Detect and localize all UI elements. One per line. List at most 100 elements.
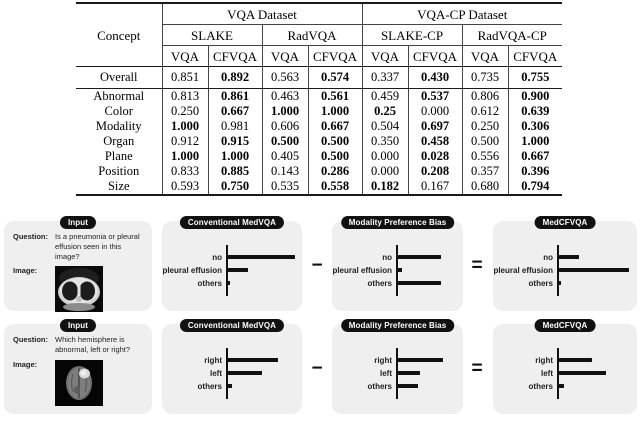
modality-preference-bias-panel: Modality Preference Bias right left others: [332, 319, 463, 414]
value-cell: 1.000: [207, 149, 262, 164]
value-cell: 0.250: [161, 104, 208, 119]
bar-labels: no pleural effusion others: [493, 245, 557, 296]
input-panel: Input Question: Which hemisphere is abno…: [4, 319, 152, 414]
bar-row: [559, 354, 637, 367]
value-cell: 0.208: [407, 164, 462, 179]
value-cell: 0.286: [307, 164, 362, 179]
input-panel: Input Question: Is a pneumonia or pleura…: [4, 216, 152, 313]
concept-cell: Overall: [76, 66, 162, 89]
value-cell: 0.500: [461, 134, 508, 149]
bar-row: [228, 277, 302, 290]
method-header: VQA: [261, 45, 308, 67]
value-cell: 0.000: [407, 104, 462, 119]
value-cell: 0.574: [307, 66, 362, 89]
value-cell: 0.535: [261, 179, 308, 195]
bar: [559, 268, 629, 272]
concept-cell: Color: [104, 104, 133, 119]
question-line: Question: Is a pneumonia or pleural effu…: [13, 232, 146, 261]
equals-operator: =: [471, 358, 483, 379]
value-cell: 0.750: [207, 179, 262, 195]
table-row: Modality 1.000 0.981 0.606 0.667 0.504 0.697 0.…: [76, 119, 562, 134]
bar-labels: right left others: [493, 348, 557, 399]
bar-chart: right left others: [493, 347, 637, 399]
bar-chart: right left others: [332, 347, 463, 399]
bar: [559, 358, 592, 362]
bar: [559, 371, 606, 375]
value-cell: 0.885: [207, 164, 262, 179]
value-cell: 0.250: [461, 119, 508, 134]
bar-chart: no pleural effusion others: [493, 244, 637, 296]
value-cell: 1.000: [261, 104, 308, 119]
bar-chart: no pleural effusion others: [162, 244, 302, 296]
question-text: Which hemisphere is abnormal, left or ri…: [55, 335, 131, 354]
bar: [228, 268, 248, 272]
bar-row: [398, 367, 463, 380]
value-cell: 0.639: [507, 104, 562, 119]
bar-label: right: [535, 355, 553, 365]
bar: [228, 281, 230, 285]
method-header: VQA: [161, 45, 208, 67]
bar-label: others: [197, 381, 222, 391]
brain-mri-image: [55, 359, 103, 406]
panel-badge: MedCFVQA: [534, 216, 596, 229]
bar-label: pleural effusion: [493, 265, 553, 275]
bar: [559, 255, 579, 259]
bar-row: [559, 264, 637, 277]
modality-preference-bias-panel: Modality Preference Bias no pleural effus…: [332, 216, 463, 311]
value-cell: 0.504: [361, 119, 408, 134]
bar-row: [398, 277, 463, 290]
method-header: VQA: [461, 45, 508, 67]
value-cell: 0.556: [461, 149, 508, 164]
bar: [398, 281, 441, 285]
empty-header-cell: [76, 3, 162, 25]
bar-label: left: [541, 368, 553, 378]
concept-header: Concept: [97, 27, 141, 43]
value-cell: 1.000: [161, 149, 208, 164]
medcfvqa-panel: MedCFVQA no pleural effusion others: [493, 216, 637, 311]
value-cell: 0.306: [507, 119, 562, 134]
group-header-row: VQA Dataset VQA-CP Dataset: [76, 3, 562, 25]
group-header-vqa: VQA Dataset: [161, 3, 362, 25]
question-line: Question: Which hemisphere is abnormal, …: [13, 335, 146, 355]
value-cell: 0.500: [261, 134, 308, 149]
bar: [228, 358, 278, 362]
value-cell: 0.000: [361, 164, 408, 179]
concept-cell: Organ: [103, 134, 135, 149]
table-row: Organ 0.912 0.915 0.500 0.500 0.350 0.458 0.500…: [76, 134, 562, 149]
value-cell: 0.537: [407, 88, 462, 104]
bar-row: [559, 367, 637, 380]
value-cell: 1.000: [507, 134, 562, 149]
value-cell: 0.755: [507, 66, 562, 89]
bar-label: right: [204, 355, 222, 365]
panel-badge: Conventional MedVQA: [179, 319, 285, 332]
bar-area: [226, 244, 302, 296]
value-cell: 0.912: [161, 134, 208, 149]
value-cell: 0.143: [261, 164, 308, 179]
bar-area: [396, 347, 463, 399]
value-cell: 0.396: [507, 164, 562, 179]
table-row: Abnormal 0.813 0.861 0.463 0.561 0.459 0.537 0.…: [76, 88, 562, 104]
bar-label: pleural effusion: [162, 265, 222, 275]
value-cell: 0.833: [161, 164, 208, 179]
value-cell: 1.000: [161, 119, 208, 134]
table-row: Size 0.593 0.750 0.535 0.558 0.182 0.167 0.680 0…: [76, 179, 562, 195]
group-header-vqacp: VQA-CP Dataset: [361, 3, 562, 25]
value-cell: 0.350: [361, 134, 408, 149]
dataset-header-row: Concept SLAKE RadVQA SLAKE-CP RadVQA-CP: [76, 24, 562, 46]
value-cell: 0.667: [307, 119, 362, 134]
image-line: Image:: [13, 266, 146, 313]
bar-row: [398, 264, 463, 277]
bar-label: left: [210, 368, 222, 378]
value-cell: 0.182: [361, 179, 408, 195]
bar-row: [559, 251, 637, 264]
input-badge: Input: [59, 216, 97, 229]
value-cell: 0.612: [461, 104, 508, 119]
bar-row: [228, 380, 302, 393]
value-cell: 0.697: [407, 119, 462, 134]
value-cell: 0.794: [507, 179, 562, 195]
value-cell: 0.500: [307, 134, 362, 149]
equals-operator: =: [471, 255, 483, 276]
value-cell: 0.851: [161, 66, 208, 89]
bar-label: right: [374, 355, 392, 365]
bar: [398, 384, 418, 388]
